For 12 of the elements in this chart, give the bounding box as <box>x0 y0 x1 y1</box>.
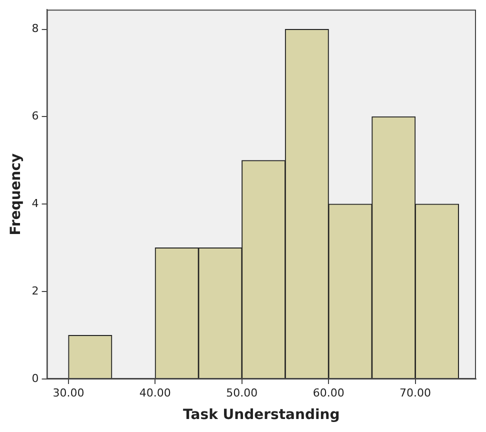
x-tick-label: 40.00 <box>139 386 171 400</box>
x-tick-label: 30.00 <box>52 386 84 400</box>
y-tick-label: 0 <box>32 372 39 385</box>
y-tick-label: 8 <box>32 22 39 36</box>
x-tick-label: 50.00 <box>226 386 258 400</box>
y-tick-label: 4 <box>32 196 39 210</box>
y-axis-title: Frequency <box>8 153 24 236</box>
x-tick-label: 60.00 <box>312 386 344 400</box>
x-tick-label: 70.00 <box>400 386 432 400</box>
y-tick-label: 6 <box>32 110 39 123</box>
y-tick-label: 2 <box>32 284 39 298</box>
x-axis-title: Task Understanding <box>183 407 340 424</box>
